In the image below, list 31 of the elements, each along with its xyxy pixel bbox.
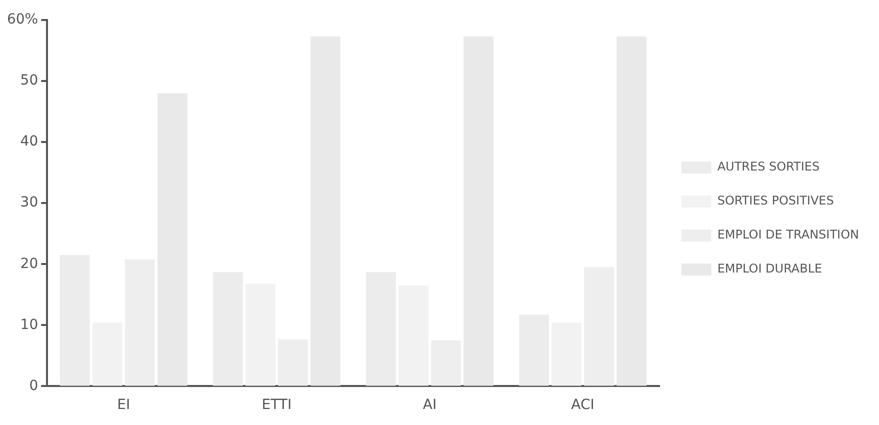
bar [616,36,647,386]
y-tick-label: 40 [20,134,38,150]
bar [278,339,308,386]
x-tick-label: EI [117,397,130,414]
bar [245,284,276,386]
bar [464,36,494,386]
y-tick-label: 30 [20,194,38,211]
bar [366,272,396,386]
bar [92,322,122,386]
bar [519,314,549,386]
y-tick-label: 10 [20,316,38,333]
bar [310,36,340,386]
y-tick-label: 20 [20,256,38,272]
bar [212,272,243,386]
bar [398,285,428,386]
y-tick-label: 50 [20,72,38,89]
x-tick-label: ACI [571,397,594,414]
y-tick-label: 0 [29,378,38,394]
bar [552,322,582,386]
x-tick-label: ETTI [262,397,292,414]
legend-label: AUTRES SORTIES [717,160,820,174]
bar [124,259,155,386]
bar [584,267,614,386]
bar [157,93,188,386]
bar [60,254,90,386]
legend-label: SORTIES POSITIVES [717,194,834,208]
x-tick-label: AI [422,397,437,414]
bar [431,340,461,386]
y-tick-label: 60% [6,12,38,28]
legend-label: EMPLOI DURABLE [717,262,822,276]
legend-label: EMPLOI DE TRANSITION [717,228,860,242]
